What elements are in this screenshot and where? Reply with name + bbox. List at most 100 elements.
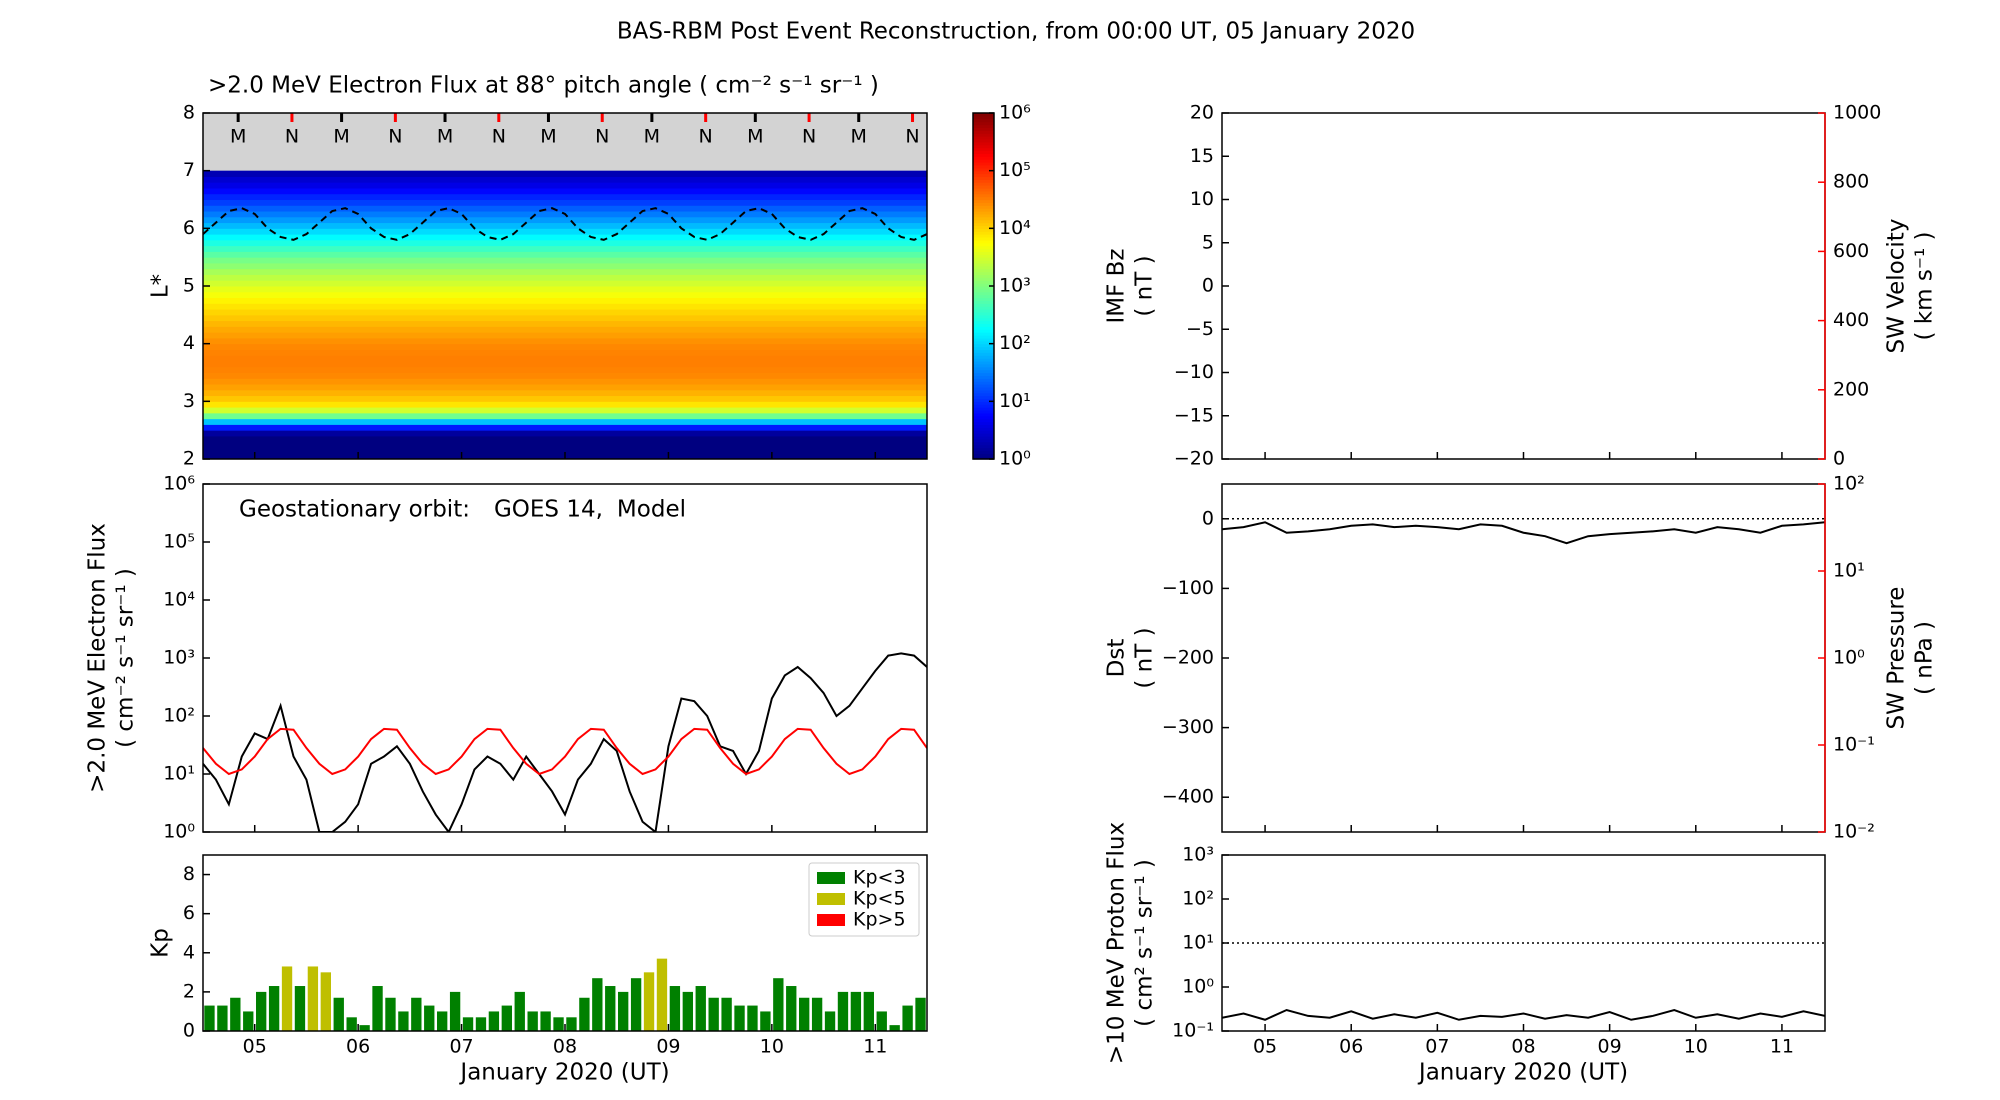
bar — [553, 1017, 564, 1031]
heatmap-row — [203, 257, 927, 264]
heatmap-row — [203, 309, 927, 316]
y-tick-label: 3 — [183, 390, 195, 412]
colorbar-segment — [973, 421, 994, 425]
legend-label: GOES 14, — [494, 497, 603, 523]
colorbar-segment — [973, 326, 994, 330]
bar — [876, 1011, 887, 1031]
colorbar-segment — [973, 202, 994, 206]
colorbar-segment — [973, 444, 994, 449]
legend-swatch — [817, 872, 845, 884]
colorbar-segment — [973, 118, 994, 123]
marker-label: M — [644, 126, 660, 148]
series-line — [1222, 1008, 1825, 1021]
bar — [437, 1011, 448, 1031]
y-tick-label: 10² — [1182, 888, 1214, 910]
plot-content — [203, 170, 927, 459]
bar — [656, 958, 668, 1031]
bar — [346, 1017, 357, 1031]
y-tick-label: 2 — [183, 980, 195, 1002]
y-tick-label: −200 — [1162, 647, 1214, 669]
bar — [643, 972, 655, 1031]
colorbar-segment — [973, 236, 994, 241]
colorbar-segment — [973, 187, 994, 192]
heatmap-row — [203, 234, 927, 241]
bar — [385, 997, 396, 1031]
bar — [462, 1017, 474, 1031]
y-tick-label: −20 — [1174, 448, 1214, 470]
x-tick-label: 07 — [1425, 1036, 1449, 1058]
heatmap-row — [203, 372, 927, 379]
y-tick-label: 6 — [183, 217, 195, 239]
colorbar-segment — [973, 352, 994, 356]
colorbar-segment — [973, 257, 994, 261]
colorbar-segment — [973, 343, 994, 348]
y-tick-label: 8 — [183, 863, 195, 885]
bar — [475, 1017, 487, 1031]
colorbar-segment — [973, 384, 994, 388]
x-tick-label: 11 — [863, 1036, 887, 1058]
heatmap-row — [203, 441, 927, 448]
bar — [773, 978, 784, 1031]
colorbar-segment — [973, 401, 994, 405]
colorbar-segment — [973, 450, 994, 454]
bar — [734, 1005, 745, 1031]
bar — [501, 1005, 512, 1031]
bar — [540, 1011, 551, 1031]
x-tick-label: 10 — [760, 1036, 784, 1058]
heatmap-row — [203, 401, 927, 408]
colorbar-segment — [973, 262, 994, 267]
heatmap-row — [203, 314, 927, 322]
bar — [747, 1005, 758, 1031]
heatmap-row — [203, 337, 927, 345]
colorbar-segment — [973, 162, 994, 166]
y-tick-label: 0 — [183, 1020, 195, 1042]
y-tick-label: 10⁻¹ — [1172, 1020, 1214, 1042]
contour-line — [203, 207, 927, 241]
bar — [372, 986, 383, 1031]
bar — [837, 991, 849, 1031]
x-axis-label: January 2020 (UT) — [1417, 1060, 1628, 1086]
colorbar-segment — [973, 381, 994, 385]
heatmap-row — [203, 187, 927, 195]
colorbar-segment — [973, 248, 994, 252]
bar — [811, 997, 823, 1031]
colorbar-segment — [973, 193, 994, 198]
heatmap-row — [203, 430, 927, 437]
colorbar-segment — [973, 320, 994, 325]
marker-label: M — [437, 126, 453, 148]
heatmap-row — [203, 182, 927, 189]
colorbar-segment — [973, 242, 994, 247]
colorbar-segment — [973, 164, 994, 169]
y2-axis-label: ( nPa ) — [1912, 621, 1938, 695]
x-tick-label: 09 — [656, 1036, 680, 1058]
bar — [333, 997, 344, 1031]
colorbar-segment — [973, 147, 994, 152]
y-tick-label: −300 — [1162, 716, 1214, 738]
y-tick-label: 5 — [1202, 231, 1214, 253]
heatmap-row — [203, 407, 927, 414]
y2-tick-label: 600 — [1833, 240, 1869, 262]
bar — [527, 1011, 538, 1031]
colorbar-segment — [973, 208, 994, 212]
colorbar-segment — [973, 297, 994, 302]
colorbar-segment — [973, 349, 994, 353]
heatmap-row — [203, 245, 927, 252]
x-tick-label: 05 — [1253, 1036, 1277, 1058]
colorbar-segment — [973, 199, 994, 203]
colorbar-segment — [973, 234, 994, 238]
heatmap-row — [203, 378, 927, 385]
x-tick-label: 05 — [243, 1036, 267, 1058]
bar — [592, 978, 603, 1031]
heatmap-row — [203, 412, 927, 420]
legend-swatch — [817, 893, 845, 905]
bar — [695, 986, 706, 1031]
bar — [294, 986, 306, 1031]
bar — [760, 1011, 771, 1031]
bar — [618, 991, 629, 1031]
panel-title: >2.0 MeV Electron Flux at 88° pitch angl… — [208, 73, 879, 99]
colorbar-segment — [973, 190, 994, 195]
colorbar-tick-label: 10⁵ — [999, 159, 1031, 181]
y-axis-label: ( cm⁻² s⁻¹ sr⁻¹ ) — [113, 568, 139, 748]
colorbar-segment — [973, 225, 994, 229]
colorbar-segment — [973, 268, 994, 273]
